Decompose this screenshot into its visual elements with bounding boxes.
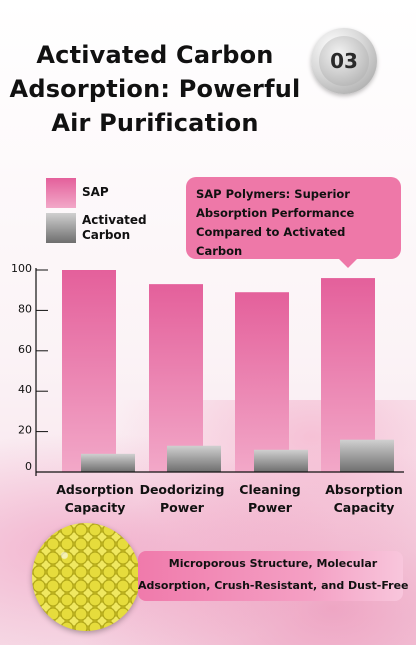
bar-sap: [235, 292, 289, 472]
callout-box: SAP Polymers: Superior Absorption Perfor…: [186, 177, 401, 259]
bar-activated-carbon: [167, 445, 221, 472]
legend-label-activated-carbon: Activated Carbon: [82, 213, 147, 242]
number-badge: 03: [311, 28, 377, 94]
callout-line-2: Absorption Performance: [196, 206, 355, 220]
legend-label-sap: SAP: [82, 185, 109, 199]
bar-activated-carbon: [254, 449, 308, 472]
feature-box: [138, 551, 403, 601]
callout-pointer: [338, 258, 358, 268]
y-tick-label: 40: [18, 383, 32, 396]
y-tick-label: 80: [18, 302, 32, 315]
feature-text: Microporous Structure, Molecular Adsorpt…: [138, 553, 409, 597]
title-line-1: Activated Carbon: [36, 41, 274, 69]
callout-line-1: SAP Polymers: Superior: [196, 187, 350, 201]
x-category-label: Absorption Capacity: [325, 482, 403, 515]
legend-swatch-sap: [46, 178, 76, 208]
x-category-label: Adsorption Capacity: [56, 482, 134, 515]
title-line-3: Air Purification: [51, 109, 259, 137]
x-category-label: Cleaning Power: [239, 482, 301, 515]
feature-line-2: Adsorption, Crush-Resistant, and Dust-Fr…: [138, 579, 409, 592]
bar-sap: [149, 284, 203, 472]
callout-line-3: Compared to Activated Carbon: [196, 225, 346, 258]
y-tick-label: 100: [11, 262, 32, 275]
badge-number: 03: [319, 36, 369, 86]
legend-swatch-activated-carbon: [46, 213, 76, 243]
page-title: Activated Carbon Adsorption: Powerful Ai…: [0, 38, 310, 140]
y-tick-label: 60: [18, 343, 32, 356]
bar-activated-carbon: [340, 439, 394, 472]
bar-sap: [62, 270, 116, 472]
feature-line-1: Microporous Structure, Molecular: [168, 557, 378, 570]
x-category-label: Deodorizing Power: [139, 482, 225, 515]
bar-activated-carbon: [81, 453, 135, 472]
y-tick-label: 20: [18, 424, 32, 437]
title-line-2: Adsorption: Powerful: [9, 75, 301, 103]
y-tick-label: 0: [25, 460, 32, 473]
sap-beads-image: [32, 523, 140, 631]
